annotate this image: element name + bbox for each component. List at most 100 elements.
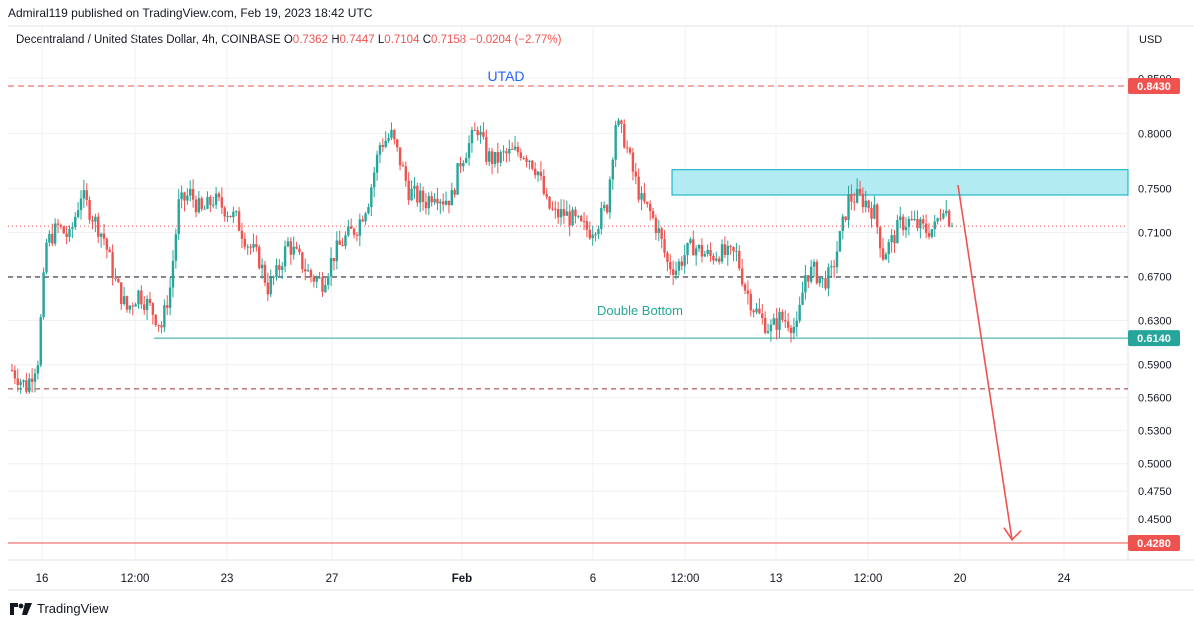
candle-body xyxy=(602,205,606,208)
candle-body xyxy=(433,198,436,203)
candle-body xyxy=(88,200,91,220)
candle-body xyxy=(243,238,247,247)
candle-body xyxy=(373,172,376,188)
time-tick-label: 24 xyxy=(1058,573,1071,585)
candle-body xyxy=(608,179,612,213)
candle-body xyxy=(312,277,316,282)
candle-body xyxy=(643,193,646,202)
time-tick-label: 12:00 xyxy=(671,573,700,585)
price-tick-label: 0.5000 xyxy=(1138,459,1172,471)
high-label: H xyxy=(331,34,340,46)
candle-body xyxy=(82,190,86,199)
candle-body xyxy=(370,187,373,208)
price-levels xyxy=(8,85,1128,544)
candle-body xyxy=(763,318,767,333)
price-level-tag-label: 0.4280 xyxy=(1137,538,1171,550)
candle-body xyxy=(439,201,442,204)
candle-body xyxy=(74,216,77,228)
candle-body xyxy=(137,290,140,305)
low-label: L xyxy=(377,34,385,46)
candle-body xyxy=(418,190,422,203)
candle-body xyxy=(143,304,146,310)
price-tick-label: 0.4500 xyxy=(1138,514,1172,526)
candle-body xyxy=(752,310,755,313)
candle-body xyxy=(22,380,25,382)
candle-body xyxy=(59,224,63,227)
candle-body xyxy=(582,221,586,223)
candle-body xyxy=(830,266,833,268)
candle-body xyxy=(824,278,827,289)
candle-body xyxy=(628,148,632,153)
candle-body xyxy=(712,255,715,261)
candle-body xyxy=(48,233,51,243)
candle-body xyxy=(749,293,752,311)
candle-body xyxy=(263,264,267,283)
time-tick-label: 16 xyxy=(36,573,49,585)
candle-body xyxy=(117,278,120,283)
time-tick-label: 27 xyxy=(326,573,339,585)
candle-body xyxy=(131,305,134,307)
candle-body xyxy=(246,246,249,248)
candle-body xyxy=(591,234,594,239)
candle-body xyxy=(174,234,178,261)
candle-body xyxy=(292,246,295,255)
candle-body xyxy=(177,199,180,235)
change-value: −0.0204 (−2.77%) xyxy=(469,34,562,46)
candle-body xyxy=(51,233,54,244)
candle-body xyxy=(393,130,396,140)
candle-body xyxy=(430,196,433,203)
candle-body xyxy=(513,146,517,150)
price-tick-label: 0.5300 xyxy=(1138,426,1172,438)
time-axis: 16 12:00 23 27 Feb 6 12:00 13 12:00 20 24 xyxy=(36,573,1071,585)
candle-body xyxy=(283,246,287,267)
price-level-tag-label: 0.6140 xyxy=(1137,333,1171,345)
candle-body xyxy=(729,245,732,247)
candle-body xyxy=(444,200,448,205)
candle-body xyxy=(120,282,123,305)
candle-body xyxy=(36,365,40,374)
candle-body xyxy=(401,165,405,167)
candle-body xyxy=(237,211,241,231)
price-tick-label: 0.6700 xyxy=(1138,272,1172,284)
candle-body xyxy=(726,245,729,255)
candle-body xyxy=(556,209,560,218)
candle-body xyxy=(212,204,215,206)
candle-body xyxy=(19,381,22,386)
candle-body xyxy=(761,313,764,319)
candle-body xyxy=(623,123,626,148)
candle-body xyxy=(927,232,931,237)
candle-body xyxy=(743,284,747,291)
candle-body xyxy=(738,250,741,269)
candle-body xyxy=(258,247,261,269)
candle-body xyxy=(94,216,97,222)
candle-body xyxy=(496,151,500,163)
price-level-tag xyxy=(1128,330,1180,347)
candle-body xyxy=(160,325,163,328)
candle-body xyxy=(870,207,873,219)
candle-body xyxy=(306,270,310,272)
candle-body xyxy=(585,221,589,230)
time-tick-label: Feb xyxy=(452,573,472,585)
candle-body xyxy=(203,208,206,210)
candle-body xyxy=(255,244,258,248)
candle-body xyxy=(798,304,801,321)
candle-body xyxy=(545,193,548,197)
candle-body xyxy=(309,270,313,278)
price-tick-label: 0.5600 xyxy=(1138,393,1172,405)
candle-body xyxy=(473,129,477,131)
candle-body xyxy=(674,270,678,275)
candle-body xyxy=(10,370,14,372)
candle-body xyxy=(942,213,945,219)
candle-body xyxy=(568,211,571,226)
candle-body xyxy=(68,228,71,237)
price-tick-label: 0.8000 xyxy=(1138,128,1172,140)
candle-body xyxy=(901,216,905,230)
candle-body xyxy=(525,158,528,162)
candle-body xyxy=(876,204,879,228)
candle-body xyxy=(878,227,882,249)
candle-body xyxy=(766,331,770,333)
candle-body xyxy=(646,201,649,204)
candle-body xyxy=(441,201,445,205)
candle-body xyxy=(214,193,218,205)
